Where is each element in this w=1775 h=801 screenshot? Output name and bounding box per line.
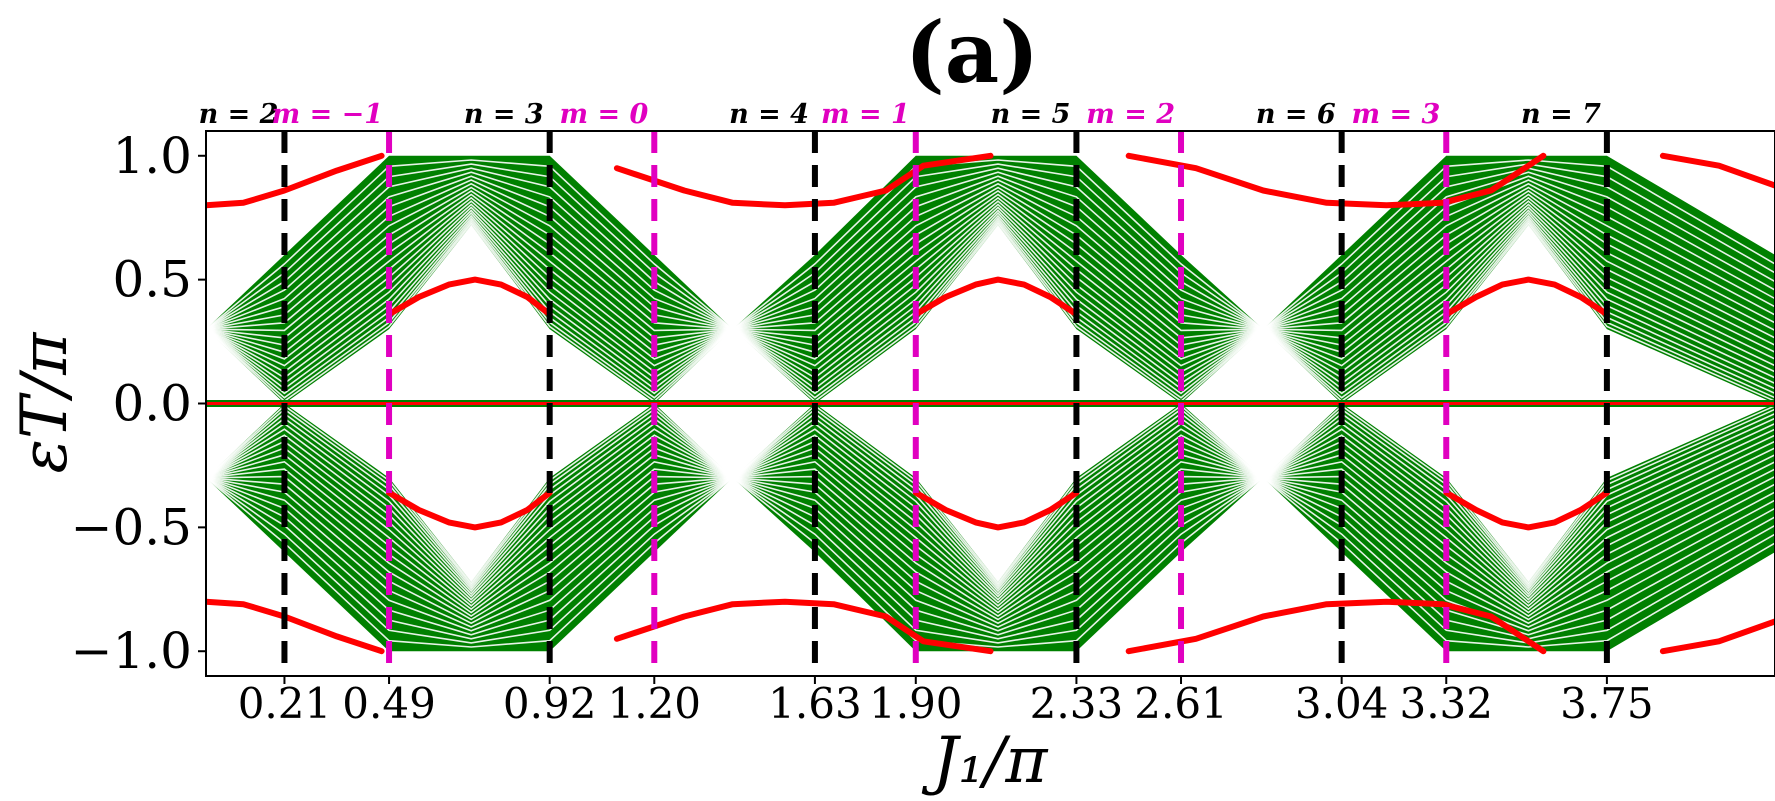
panel-label: (a) — [905, 3, 1039, 102]
bulk-band-line — [206, 171, 1775, 331]
y-tick-label: 0.5 — [112, 251, 192, 309]
y-axis-label: εT/π — [8, 332, 82, 474]
bulk-band-line — [206, 175, 1775, 331]
bulk-band-line — [206, 428, 1775, 596]
bulk-band-line — [206, 190, 1775, 332]
vertical-marker-label: m = 3 — [1351, 99, 1440, 130]
bulk-band-line — [206, 476, 1775, 625]
bulk-band-line — [206, 209, 1775, 373]
bulk-band-line — [206, 206, 1775, 367]
bulk-band-line — [206, 214, 1775, 385]
x-tick-label: 3.75 — [1560, 679, 1654, 728]
vertical-marker-label: n = 6 — [1256, 99, 1336, 130]
bulk-band-line — [206, 475, 1775, 617]
bulk-band-line — [206, 468, 1775, 614]
bulk-band-line — [206, 476, 1775, 644]
bulk-band-line — [206, 417, 1775, 591]
edge-outer-upper — [206, 152, 1775, 209]
bulk-band-line — [206, 412, 1775, 588]
x-tick-label: 1.63 — [768, 679, 862, 728]
x-tick-label: 1.90 — [869, 679, 963, 728]
bulk-band-line — [206, 216, 1775, 390]
edge-inner-upper — [386, 276, 1610, 318]
bulk-band-line — [206, 182, 1775, 331]
vertical-marker-label: n = 2 — [199, 99, 279, 130]
bulk-band-line — [206, 179, 1775, 331]
bulk-band-line — [206, 476, 1775, 621]
bulk-band-line — [206, 200, 1775, 354]
bulk-band-layer — [206, 155, 1775, 652]
x-tick-label: 2.33 — [1030, 679, 1124, 728]
bulk-band-line — [206, 447, 1775, 604]
bulk-band-line — [206, 476, 1775, 640]
y-tick-label: 0.0 — [112, 375, 192, 433]
x-tick-label: 0.92 — [503, 679, 597, 728]
y-tick-label: −0.5 — [71, 498, 192, 556]
bulk-band-line — [206, 211, 1775, 379]
vertical-marker-label: n = 4 — [729, 99, 809, 130]
vertical-marker-label: m = 2 — [1086, 99, 1175, 130]
vertical-marker-label: m = 0 — [560, 99, 649, 130]
bulk-band-line — [206, 476, 1775, 636]
vertical-marker-label: n = 5 — [991, 99, 1071, 130]
x-tick-label: 2.61 — [1134, 679, 1228, 728]
bulk-band-line — [206, 203, 1775, 360]
vertical-marker-label: n = 3 — [464, 99, 544, 130]
bulk-band-line — [206, 163, 1775, 331]
bulk-band-line — [206, 193, 1775, 339]
bulk-band-line — [206, 453, 1775, 607]
bulk-band-line — [206, 422, 1775, 593]
bulk-band-line — [206, 186, 1775, 331]
vertical-marker-label: m = 1 — [821, 99, 910, 130]
bulk-band-line — [206, 476, 1775, 632]
vertical-marker-label: m = −1 — [272, 99, 383, 130]
y-tick-label: −1.0 — [71, 622, 192, 680]
bulk-band-line — [206, 440, 1775, 601]
vertical-marker-layer: n = 2m = −1 n = 3 m = 0 n = 4 m = 1 n = 5 m = … — [199, 99, 1610, 676]
y-axis: 1.0 0.5 0.0 −0.5 −1.0 — [71, 127, 206, 680]
x-tick-label: 1.20 — [608, 679, 702, 728]
bulk-band-line — [206, 196, 1775, 347]
bulk-band-line — [206, 434, 1775, 598]
bulk-band-line — [206, 476, 1775, 628]
y-tick-label: 1.0 — [112, 127, 192, 185]
vertical-marker-label: n = 7 — [1521, 99, 1601, 130]
x-tick-label: 3.32 — [1399, 679, 1493, 728]
bulk-band-line — [206, 219, 1775, 395]
x-axis: 0.21 0.49 0.92 1.20 1.63 1.90 2.33 2.61 3.04 3.32… — [238, 676, 1654, 728]
x-axis-label: J₁/π — [922, 724, 1049, 798]
edge-inner-lower — [386, 489, 1610, 531]
x-tick-label: 0.21 — [238, 679, 332, 728]
x-tick-label: 3.04 — [1295, 679, 1389, 728]
bulk-band-line — [206, 460, 1775, 611]
bulk-band-line — [206, 167, 1775, 331]
x-tick-label: 0.49 — [342, 679, 436, 728]
